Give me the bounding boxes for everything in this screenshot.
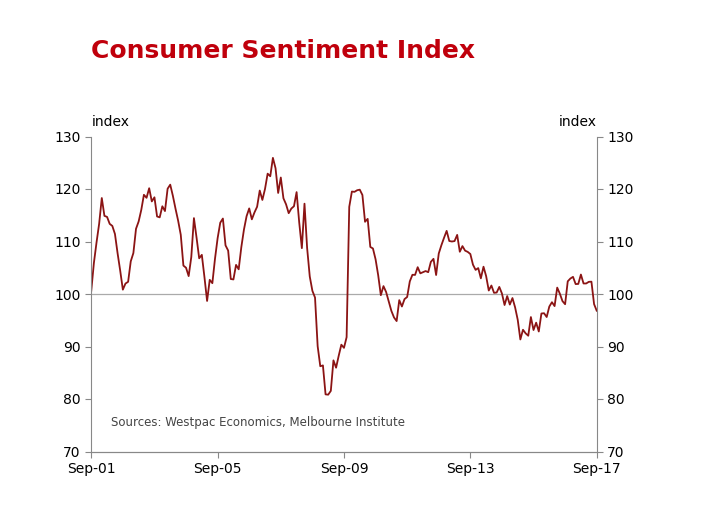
Text: Consumer Sentiment Index: Consumer Sentiment Index (91, 39, 475, 63)
Text: Sources: Westpac Economics, Melbourne Institute: Sources: Westpac Economics, Melbourne In… (112, 416, 406, 429)
Text: index: index (559, 114, 597, 129)
Text: index: index (91, 114, 129, 129)
